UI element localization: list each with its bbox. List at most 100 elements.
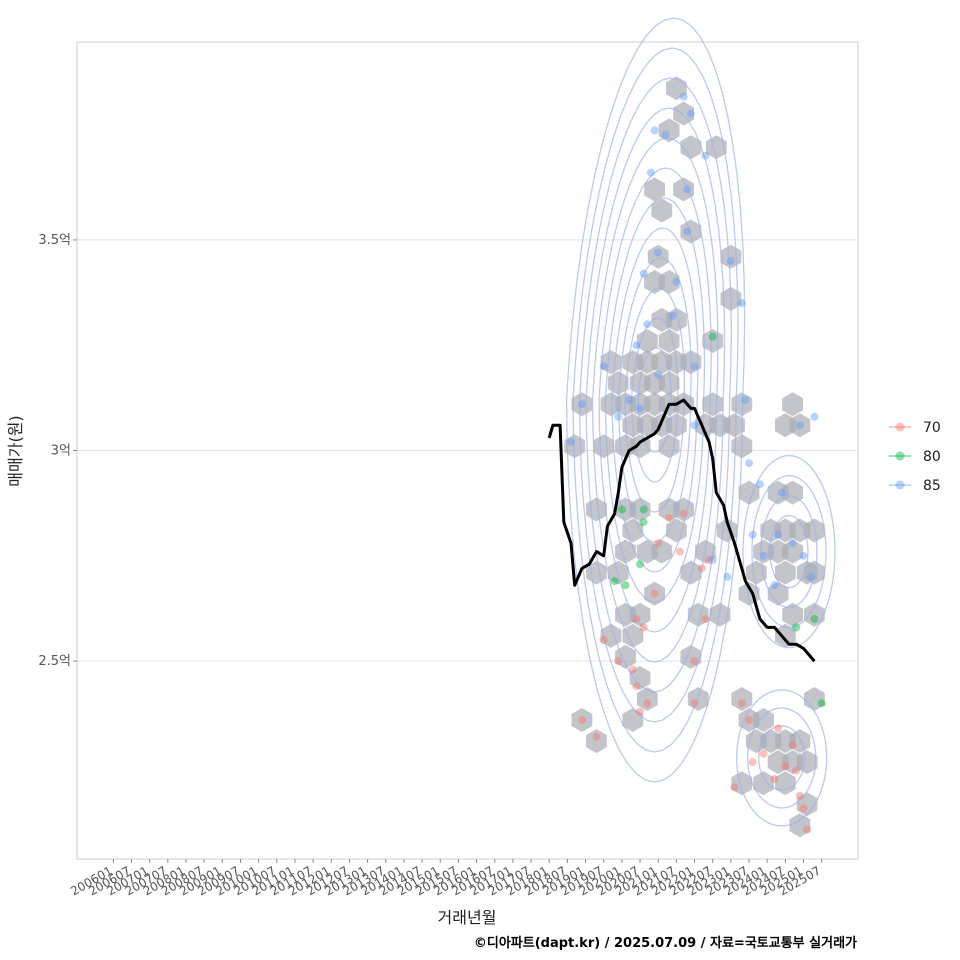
- density-contour: [591, 137, 719, 663]
- point-85: [636, 404, 644, 413]
- point-85: [599, 362, 608, 371]
- legend-key-dot: [895, 480, 905, 490]
- density-contour: [769, 514, 809, 589]
- legend: 70 80 85: [889, 420, 941, 494]
- point-70: [795, 791, 804, 800]
- y-axis-ticks: 2.5억 3억 3.5억: [38, 233, 77, 669]
- hex-bin: [687, 687, 709, 711]
- hex-bin: [629, 665, 651, 690]
- point-70: [676, 547, 684, 556]
- point-85: [755, 480, 764, 489]
- point-70: [701, 615, 710, 623]
- hex-bin: [782, 602, 803, 627]
- point-85: [788, 539, 797, 548]
- point-70: [697, 564, 706, 573]
- hex-bin: [731, 687, 753, 711]
- point-80: [617, 505, 626, 514]
- hex-bin: [753, 771, 774, 796]
- hex-bin: [593, 434, 615, 459]
- point-70: [737, 699, 746, 708]
- point-85: [650, 126, 659, 135]
- point-85: [737, 299, 746, 308]
- y-tick-label: 3.5억: [38, 233, 71, 248]
- hex-bin: [571, 708, 593, 732]
- point-70: [770, 775, 779, 783]
- hex-bin: [775, 560, 796, 585]
- density-contour: [637, 347, 672, 453]
- density-contour: [565, 17, 746, 783]
- point-85: [672, 278, 681, 286]
- point-70: [628, 665, 637, 674]
- point-85: [690, 421, 699, 430]
- point-70: [781, 762, 790, 771]
- point-80: [708, 332, 717, 341]
- x-axis-ticks: 2006012006072007012007072008012008072009…: [68, 859, 823, 899]
- hex-bin: [673, 101, 694, 126]
- hex-bin: [622, 623, 644, 648]
- point-70: [577, 716, 586, 724]
- hex-bin: [636, 687, 658, 711]
- hex-bin: [775, 623, 796, 648]
- point-85: [723, 572, 732, 581]
- point-85: [632, 341, 641, 350]
- legend-key-dot: [895, 451, 905, 461]
- point-85: [708, 556, 717, 564]
- point-80: [639, 505, 648, 514]
- point-85: [686, 109, 695, 118]
- point-85: [799, 551, 808, 560]
- point-70: [745, 716, 753, 724]
- point-80: [610, 577, 619, 586]
- point-70: [643, 699, 652, 708]
- density-contour: [578, 77, 732, 723]
- caption: ©디아파트(dapt.kr) / 2025.07.09 / 자료=국토교통부 실…: [474, 935, 857, 951]
- point-85: [683, 227, 692, 236]
- point-85: [748, 530, 757, 539]
- point-85: [661, 130, 670, 139]
- density-contour: [736, 689, 828, 827]
- density-contour: [617, 257, 692, 543]
- hex-bin: [680, 644, 702, 669]
- point-85: [690, 362, 699, 371]
- point-80: [810, 615, 819, 623]
- hex-bin: [804, 602, 825, 627]
- point-85: [777, 488, 786, 497]
- point-80: [817, 699, 826, 708]
- point-80: [621, 581, 630, 590]
- density-contours: [565, 17, 836, 827]
- point-70: [792, 766, 801, 775]
- hex-bin: [658, 270, 680, 294]
- density-contour: [598, 167, 712, 633]
- point-70: [748, 758, 757, 767]
- density-contour: [572, 47, 739, 753]
- density-contour: [758, 725, 806, 791]
- density-contour: [630, 317, 679, 483]
- hex-bin: [687, 602, 709, 627]
- point-70: [599, 636, 608, 644]
- y-tick-label: 3억: [51, 444, 71, 459]
- point-70: [679, 509, 688, 518]
- hex-bin: [731, 771, 753, 796]
- hex-bin: [789, 729, 811, 754]
- hex-bin: [644, 177, 665, 202]
- hex-bin: [644, 581, 665, 606]
- point-70: [636, 707, 644, 716]
- hex-bin: [782, 539, 803, 564]
- density-contour: [611, 227, 699, 573]
- legend-key-dot: [895, 422, 905, 432]
- hex-bin: [789, 813, 811, 838]
- point-85: [806, 572, 815, 581]
- legend-label: 85: [923, 478, 941, 494]
- point-85: [668, 311, 677, 320]
- point-80: [639, 518, 648, 527]
- hex-bin: [709, 602, 731, 627]
- point-85: [759, 551, 768, 560]
- point-85: [683, 185, 692, 194]
- point-70: [665, 513, 674, 522]
- density-contour: [742, 454, 836, 649]
- point-70: [632, 682, 641, 691]
- point-85: [810, 412, 819, 421]
- hex-bin: [586, 729, 607, 754]
- hex-bin: [702, 392, 724, 417]
- hex-bin: [782, 392, 803, 417]
- y-axis-title: 매매가(원): [6, 415, 25, 486]
